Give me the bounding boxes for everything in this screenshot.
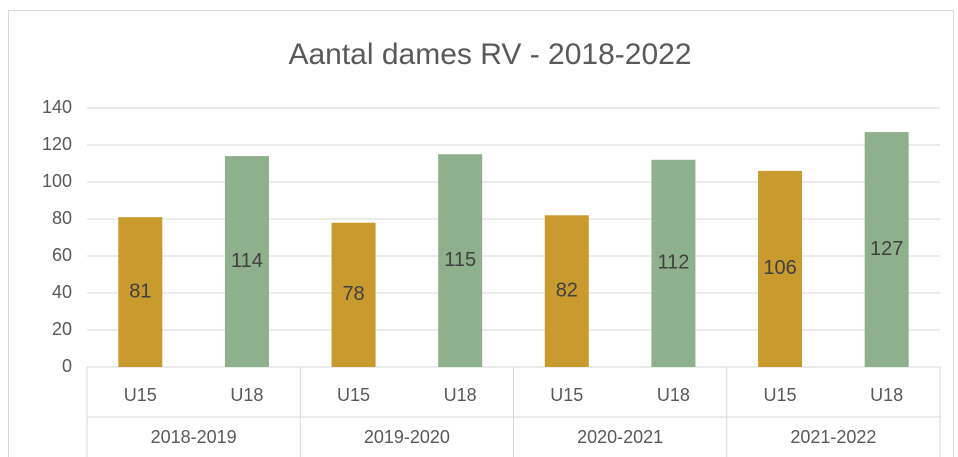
data-label: 114 (231, 250, 263, 272)
group-label: 2019-2020 (364, 427, 450, 447)
data-label: 115 (444, 249, 476, 271)
x-tick-label: U18 (444, 385, 477, 405)
data-label: 127 (870, 238, 903, 260)
chart-title: Aantal dames RV - 2018-2022 (288, 38, 691, 71)
bar (438, 154, 483, 367)
x-tick-label: U18 (230, 385, 263, 405)
y-tick-label: 80 (52, 208, 72, 228)
bar (864, 132, 909, 367)
x-tick-label: U15 (764, 385, 797, 405)
bar (224, 156, 269, 367)
bar (758, 170, 803, 367)
bar (118, 217, 163, 367)
x-tick-label: U15 (337, 385, 370, 405)
data-label: 82 (556, 279, 578, 301)
bar (651, 159, 696, 367)
bar (331, 222, 376, 367)
group-label: 2018-2019 (151, 427, 237, 447)
x-tick-label: U18 (870, 385, 903, 405)
data-label: 112 (657, 252, 689, 274)
y-tick-label: 60 (52, 245, 72, 265)
bar (544, 215, 589, 367)
data-label: 106 (763, 257, 796, 279)
group-label: 2021-2022 (790, 427, 876, 447)
group-label: 2020-2021 (577, 427, 663, 447)
x-tick-label: U18 (657, 385, 690, 405)
y-tick-label: 100 (42, 171, 72, 191)
data-label: 78 (342, 283, 364, 305)
data-label: 81 (129, 280, 151, 302)
x-tick-label: U15 (550, 385, 583, 405)
x-tick-label: U15 (124, 385, 157, 405)
y-tick-label: 40 (52, 282, 72, 302)
y-tick-label: 0 (62, 356, 72, 376)
y-tick-label: 140 (42, 97, 72, 117)
y-tick-label: 120 (42, 134, 72, 154)
y-tick-label: 20 (52, 319, 72, 339)
